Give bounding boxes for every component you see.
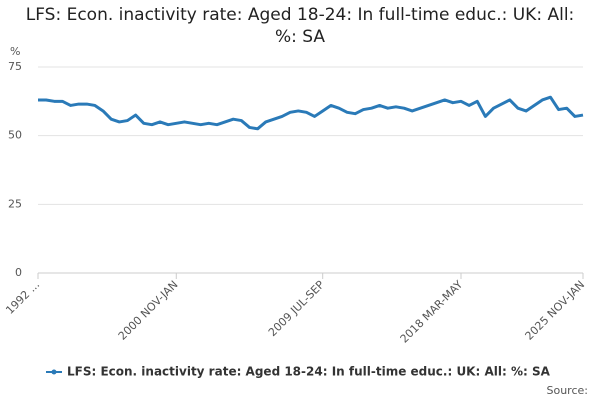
x-tick-label: 2018 MAR-MAY [398, 278, 466, 346]
legend-label: LFS: Econ. inactivity rate: Aged 18-24: … [67, 365, 551, 379]
x-tick-label: 2000 NOV-JAN [116, 278, 181, 343]
y-tick-label: 0 [15, 266, 22, 279]
y-tick-label: 50 [8, 129, 22, 142]
y-tick-label: 25 [8, 197, 22, 210]
x-tick-label: 2025 NOV-JAN [523, 278, 588, 343]
line [38, 95, 584, 131]
y-tick-label: 75 [8, 60, 22, 73]
x-tick-label: 2009 JUL-SEP [266, 278, 327, 339]
legend-marker [51, 369, 57, 375]
chart-title: LFS: Econ. inactivity rate: Aged 18-24: … [25, 5, 575, 47]
x-tick-label: 1992 ... [3, 278, 42, 317]
source: Source: [547, 384, 589, 397]
y-unit: % [10, 45, 20, 58]
